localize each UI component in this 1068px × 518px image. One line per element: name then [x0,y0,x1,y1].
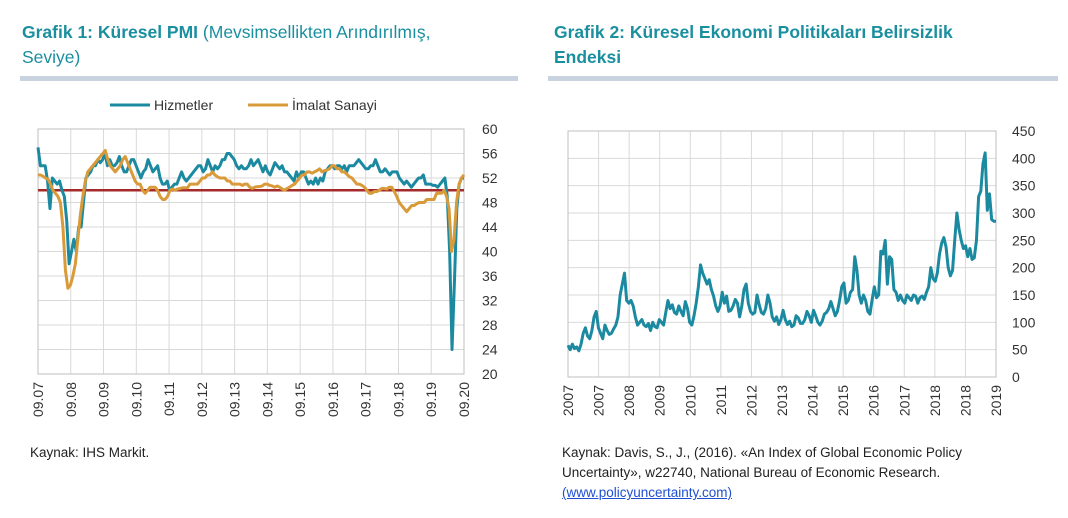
x-tick-label: 2009 [652,385,668,416]
x-tick-label: 2018 [927,385,943,416]
x-tick-label: 09.16 [325,382,341,417]
series-line-manufacturing [38,148,466,290]
y-tick-label: 36 [482,268,498,284]
chart-title-pmi: Grafik 1: Küresel PMI (Mevsimsellikten A… [22,20,492,70]
source-note: Kaynak: IHS Markit. [30,445,150,460]
y-tick-label: 450 [1012,123,1036,139]
x-tick-label: 09.20 [456,382,472,417]
chart-panel-pmi: Grafik 1: Küresel PMI (Mevsimsellikten A… [0,0,530,518]
title-bold: Grafik 2: Küresel Ekonomi Politikaları B… [554,22,953,67]
x-tick-label: 09.11 [161,382,177,416]
grid [37,128,465,375]
x-tick-label: 2015 [835,385,851,416]
x-tick-label: 09.18 [390,382,406,417]
x-tick-label: 09.19 [423,382,439,417]
x-tick-label: 2010 [682,385,698,416]
y-tick-label: 60 [482,121,498,137]
x-tick-label: 2012 [743,385,759,416]
chart-title-uncertainty: Grafik 2: Küresel Ekonomi Politikaları B… [554,20,1024,70]
y-tick-label: 100 [1012,314,1036,330]
y-tick-label: 0 [1012,369,1020,385]
y-tick-label: 48 [482,195,498,211]
x-tick-label: 09.10 [128,382,144,417]
x-tick-label: 09.14 [259,382,275,417]
x-tick-label: 09.12 [194,382,210,417]
x-tick-label: 2016 [866,385,882,416]
x-tick-label: 2007 [560,385,576,416]
y-tick-label: 40 [482,244,498,260]
x-tick-label: 09.13 [227,382,243,417]
title-divider [20,76,518,81]
title-subtitle: (Mevsimsellikten Arındırılmış, Seviye) [22,22,431,67]
y-tick-label: 24 [482,342,498,358]
x-tick-label: 09.09 [96,382,112,417]
y-tick-label: 32 [482,293,498,309]
x-tick-label: 09.15 [292,382,308,417]
x-tick-label: 09.07 [30,382,46,417]
x-tick-label: 09.08 [63,382,79,417]
y-tick-label: 56 [482,146,498,162]
source-text: Kaynak: Davis, S., J., (2016). «An Index… [562,445,962,480]
x-tick-label: 09.17 [358,382,374,417]
x-tick-label: 2017 [896,385,912,416]
title-bold: Grafik 1: Küresel PMI [22,22,199,42]
x-tick-label: 2011 [713,385,729,415]
x-tick-label: 2014 [805,385,821,416]
legend-label: Hizmetler [154,97,213,113]
chart-panel-uncertainty: Grafik 2: Küresel Ekonomi Politikaları B… [540,0,1068,518]
plot-frame [567,130,997,378]
x-tick-label: 2013 [774,385,790,416]
x-tick-label: 2007 [591,385,607,416]
y-tick-label: 250 [1012,232,1036,248]
y-tick-label: 50 [1012,342,1028,358]
y-tick-label: 400 [1012,150,1036,166]
uncertainty-line-chart: 0 50 100 150 200 250 300 350 400 450 2007 2007 2008 2… [560,123,1036,416]
title-divider [548,76,1058,81]
source-note: Kaynak: Davis, S., J., (2016). «An Index… [562,443,1042,503]
y-tick-label: 52 [482,170,498,186]
y-tick-label: 20 [482,366,498,382]
y-tick-label: 200 [1012,260,1036,276]
x-tick-label: 2018 [957,385,973,416]
x-tick-label: 2019 [988,385,1004,416]
source-link[interactable]: (www.policyuncertainty.com) [562,485,733,500]
y-tick-label: 28 [482,317,498,333]
plot-frame [37,128,465,375]
y-tick-label: 350 [1012,178,1036,194]
legend-label: İmalat Sanayi [292,96,377,113]
y-tick-label: 44 [482,219,498,235]
x-tick-label: 2008 [621,385,637,416]
grid [567,130,997,378]
y-tick-label: 150 [1012,287,1036,303]
series-line-index [566,151,996,353]
pmi-line-chart: 20 24 28 32 36 40 44 48 52 56 60 09.07 09.08 09.09 09.… [30,96,498,417]
y-tick-label: 300 [1012,205,1036,221]
